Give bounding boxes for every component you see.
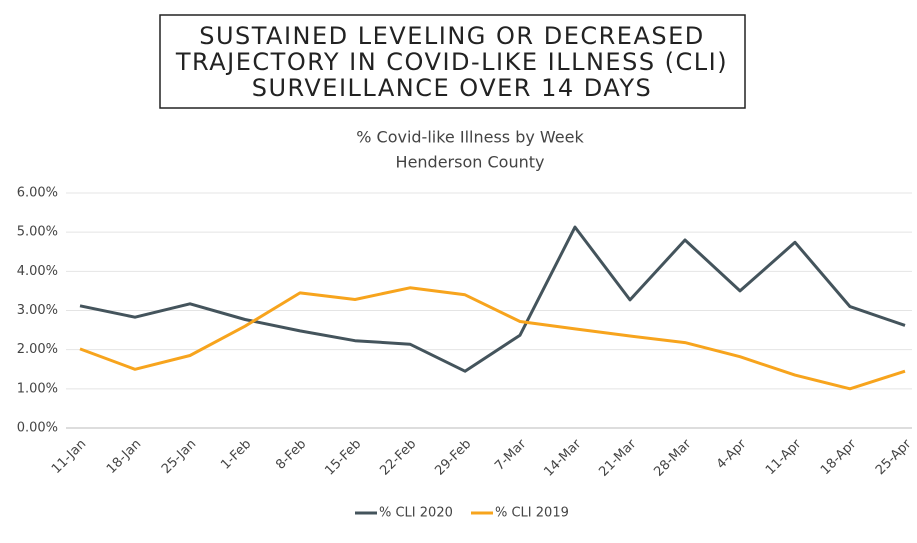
legend-label: % CLI 2020 (379, 506, 453, 521)
x-tick-label: 25-Jan (159, 437, 199, 477)
heading-line: SUSTAINED LEVELING OR DECREASED (199, 22, 705, 50)
x-tick-label: 11-Apr (763, 436, 805, 478)
x-tick-label: 18-Apr (818, 436, 860, 478)
heading-line: SURVEILLANCE OVER 14 DAYS (252, 74, 653, 102)
series-line (79, 225, 906, 373)
legend-label: % CLI 2019 (495, 506, 569, 521)
y-tick-label: 5.00% (17, 225, 58, 240)
heading-box (159, 14, 746, 109)
y-tick-label: 4.00% (17, 264, 58, 279)
x-tick-label: 1-Feb (218, 437, 254, 473)
x-tick-label: 21-Mar (596, 436, 639, 479)
chart-title: % Covid-like Illness by Week (356, 128, 584, 147)
y-tick-label: 1.00% (17, 381, 58, 396)
y-tick-label: 2.00% (17, 342, 58, 357)
x-tick-label: 14-Mar (541, 436, 584, 479)
y-tick-label: 6.00% (17, 186, 58, 201)
x-tick-label: 22-Feb (377, 437, 419, 479)
chart-subtitle: Henderson County (396, 153, 545, 172)
y-tick-label: 0.00% (17, 421, 58, 436)
x-tick-label: 7-Mar (492, 436, 530, 474)
x-tick-label: 11-Jan (49, 437, 89, 477)
x-tick-label: 8-Feb (273, 437, 309, 473)
x-tick-label: 25-Apr (873, 436, 915, 478)
x-tick-label: 29-Feb (432, 437, 474, 479)
x-tick-label: 18-Jan (104, 437, 144, 477)
heading-line: TRAJECTORY IN COVID-LIKE ILLNESS (CLI) (175, 48, 728, 76)
x-tick-label: 15-Feb (322, 437, 364, 479)
y-tick-label: 3.00% (17, 303, 58, 318)
x-tick-label: 4-Apr (714, 436, 750, 472)
x-tick-label: 28-Mar (651, 436, 694, 479)
series-line (79, 286, 906, 391)
